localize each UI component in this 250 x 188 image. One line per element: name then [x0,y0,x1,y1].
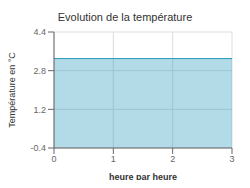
svg-text:2.8: 2.8 [33,66,46,76]
svg-text:-0.4: -0.4 [30,143,46,153]
svg-text:1.2: 1.2 [33,105,46,115]
svg-text:2: 2 [170,154,175,164]
svg-text:3: 3 [229,154,234,164]
svg-text:Température en °C: Température en °C [8,52,17,128]
svg-text:0: 0 [51,154,56,164]
html-text:Evolution de la température: Evolution de la température [57,11,193,23]
svg-text:4.4: 4.4 [33,27,46,37]
svg-text:heure par heure: heure par heure [109,172,177,180]
svg-text:1: 1 [111,154,116,164]
